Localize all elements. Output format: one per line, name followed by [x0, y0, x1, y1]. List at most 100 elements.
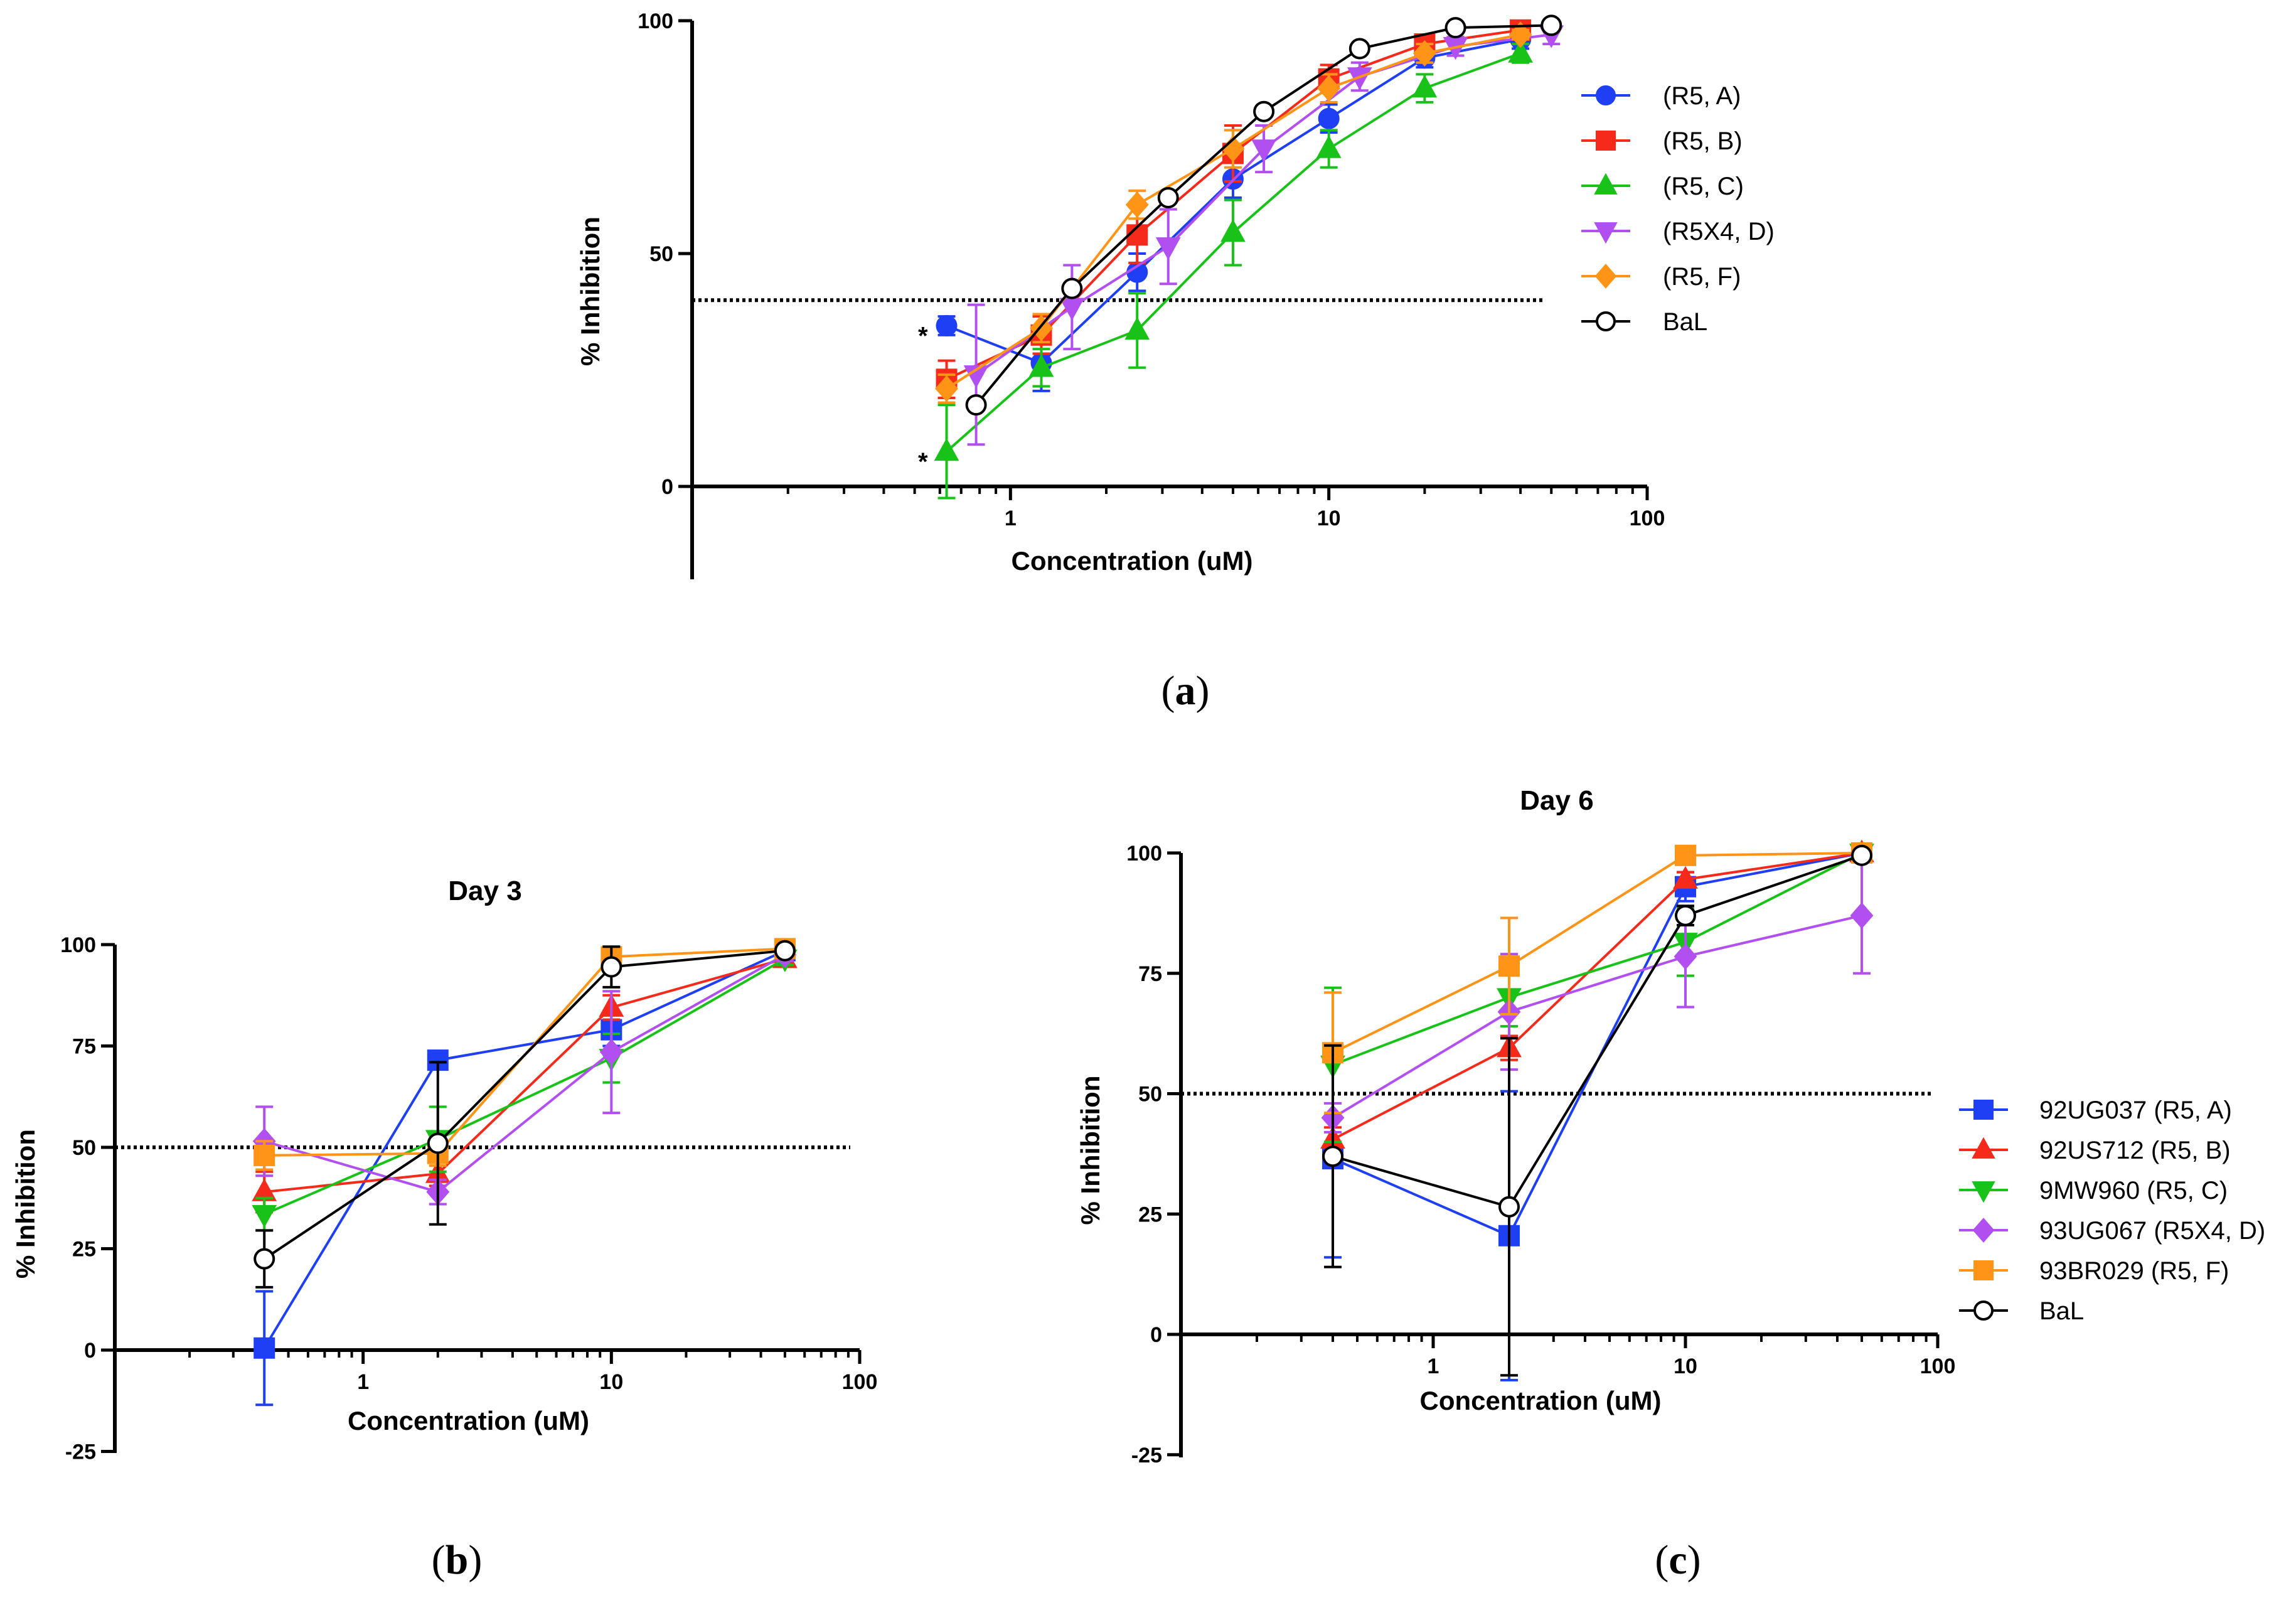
- data-point: [1673, 866, 1698, 889]
- axes: 0 50 100 1 10 100 Concentration (uM) % Inhibiti…: [575, 9, 1665, 579]
- legend-label: (R5, B): [1663, 127, 1743, 155]
- data-point: [252, 1204, 277, 1228]
- legend: 92UG037 (R5, A) 92US712 (R5, B) 9MW960 (R5…: [1959, 1097, 2265, 1325]
- series-line: [1332, 854, 1862, 1209]
- panel-label-close: ): [1196, 668, 1210, 714]
- legend-item: (R5, A): [1581, 82, 1741, 110]
- y-tick-label: 25: [72, 1238, 96, 1262]
- x-axis-title: Concentration (uM): [1012, 546, 1253, 576]
- legend-label: BaL: [1663, 308, 1707, 336]
- panel-label: (b): [432, 1537, 483, 1583]
- x-tick-label: 100: [1630, 507, 1665, 530]
- legend-marker: [1596, 311, 1616, 331]
- legend-item: (R5X4, D): [1581, 218, 1775, 245]
- data-point: [1220, 219, 1246, 242]
- series-bal: [1322, 844, 1872, 1377]
- data-point: [1498, 955, 1520, 977]
- series-line: [264, 957, 786, 1194]
- panel-label: (a): [1161, 668, 1210, 714]
- legend-marker: [1973, 1100, 1994, 1120]
- data-point: [963, 365, 989, 389]
- legend-item: (R5, F): [1581, 263, 1741, 291]
- data-point: [935, 375, 958, 402]
- series-group: [252, 938, 798, 1407]
- legend-label: (R5X4, D): [1663, 218, 1775, 245]
- series-92ug037-r5-a: [1322, 842, 1872, 1381]
- legend-label: 9MW960 (R5, C): [2039, 1177, 2228, 1204]
- series-line: [264, 957, 786, 1216]
- data-point: [1498, 1196, 1520, 1218]
- chart-panel-b: -25 0 25 50 75 100 1 10 100 Concentration (uM) % I…: [11, 876, 877, 1583]
- panel-label-close: ): [1687, 1537, 1701, 1583]
- data-point: [1508, 21, 1532, 48]
- panel-label-open: (: [432, 1537, 446, 1583]
- y-tick-label: 50: [72, 1136, 96, 1160]
- legend-label: 93BR029 (R5, F): [2039, 1257, 2229, 1285]
- data-point: [1675, 844, 1696, 866]
- data-point: [1124, 317, 1150, 340]
- y-tick-label: -25: [1131, 1444, 1162, 1467]
- panel-label-letter: a: [1175, 668, 1196, 714]
- x-tick-label: 10: [599, 1370, 623, 1394]
- series-line: [1332, 852, 1862, 1141]
- panel-label-close: ): [468, 1537, 482, 1583]
- data-point: [254, 1144, 275, 1166]
- y-tick-label: 75: [1138, 962, 1162, 986]
- data-point: [1317, 75, 1341, 102]
- x-tick-label: 1: [1005, 507, 1017, 530]
- y-tick-label: 75: [72, 1035, 96, 1059]
- x-tick-label: 10: [1674, 1354, 1697, 1378]
- series-bal: [254, 940, 796, 1289]
- data-point: [1508, 40, 1533, 63]
- y-tick-label: 50: [1138, 1083, 1162, 1107]
- data-point: [1251, 139, 1276, 163]
- legend-item: 9MW960 (R5, C): [1959, 1177, 2228, 1204]
- series-92ug037-r5-a: [254, 940, 796, 1407]
- y-tick-label: 0: [1150, 1323, 1162, 1347]
- series-9mw960-r5-c: [1320, 844, 1874, 1144]
- legend-item: 92UG037 (R5, A): [1959, 1097, 2232, 1124]
- series-line: [975, 24, 1552, 406]
- data-point: [1348, 38, 1370, 60]
- chart-panel-c: -25 0 25 50 75 100 1 10 100 Concentration (uM) % I…: [1076, 785, 2265, 1583]
- data-point: [1318, 107, 1340, 129]
- data-point: [1850, 844, 1872, 866]
- series-line: [264, 953, 786, 1194]
- x-tick-label: 1: [1428, 1354, 1439, 1378]
- series-93ug067-r5x4-d: [1321, 856, 1874, 1134]
- plot-title: Day 6: [1520, 785, 1593, 816]
- x-axis-title: Concentration (uM): [1420, 1386, 1662, 1415]
- data-point: [254, 1337, 275, 1359]
- data-point: [1030, 314, 1053, 341]
- legend-marker: [1594, 222, 1618, 244]
- series-r5-c: [934, 40, 1533, 500]
- series-group: [1320, 839, 1874, 1381]
- legend-label: 92UG037 (R5, A): [2039, 1097, 2232, 1124]
- data-point: [1444, 17, 1466, 39]
- series-92us712-r5-b: [252, 945, 798, 1214]
- legend-marker: [1972, 1181, 1995, 1203]
- y-tick-label: 100: [638, 9, 673, 33]
- legend-label: BaL: [2039, 1297, 2084, 1325]
- legend-marker: [1973, 1260, 1994, 1280]
- x-tick-label: 100: [1920, 1354, 1956, 1378]
- y-tick-label: 100: [1126, 842, 1162, 866]
- data-point: [1028, 354, 1054, 377]
- legend-marker: [1596, 131, 1616, 151]
- legend-marker: [1972, 1137, 1995, 1159]
- data-point: [1316, 135, 1342, 158]
- y-tick-label: 100: [60, 933, 96, 957]
- data-point: [1155, 237, 1181, 260]
- legend-label: (R5, A): [1663, 82, 1741, 110]
- data-point: [965, 394, 987, 416]
- series-r5-f: [935, 21, 1532, 404]
- data-point: [1412, 40, 1436, 67]
- y-axis-title: % Inhibition: [1076, 1076, 1105, 1225]
- legend-marker: [1596, 85, 1616, 105]
- y-tick-label: 0: [661, 475, 673, 499]
- data-point: [774, 940, 796, 962]
- legend-marker: [1973, 1300, 1994, 1321]
- data-point: [1540, 14, 1562, 36]
- data-point: [1253, 100, 1275, 122]
- series-line: [263, 949, 786, 1349]
